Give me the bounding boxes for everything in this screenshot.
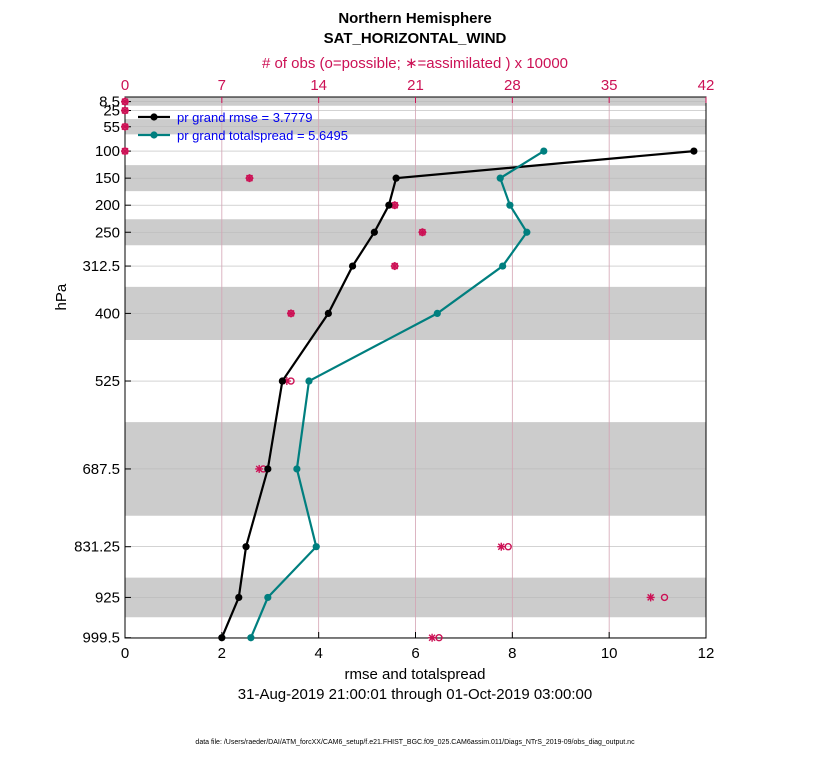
y-tick-label: 200: [95, 197, 120, 214]
y-tick-label: 831.25: [74, 539, 120, 556]
top-tick-label: 35: [601, 77, 618, 94]
y-tick-label: 525: [95, 373, 120, 390]
rmse-point: [218, 634, 226, 642]
y-tick-label: 25: [103, 103, 120, 120]
top-tick-label: 0: [121, 77, 129, 94]
top-tick-label: 14: [310, 77, 327, 94]
obs-assimilated-marker: [646, 593, 655, 602]
legend-swatch-marker: [150, 131, 158, 139]
totalspread-point: [293, 465, 301, 473]
obs-assimilated-marker: [255, 464, 264, 473]
y-tick-label: 400: [95, 305, 120, 322]
y-tick-label: 150: [95, 170, 120, 187]
y-tick-label: 100: [95, 143, 120, 160]
obs-assimilated-marker: [245, 174, 254, 183]
obs-assimilated-marker: [428, 633, 437, 642]
y-tick-label: 312.5: [82, 258, 120, 275]
totalspread-point: [499, 262, 507, 270]
rmse-point: [385, 201, 393, 209]
rmse-point: [392, 174, 400, 182]
obs-assimilated-marker: [121, 147, 129, 156]
legend-swatch-marker: [150, 113, 158, 121]
y-tick-label: 8.5: [99, 94, 120, 111]
y-tick-label: 250: [95, 224, 120, 241]
y-tick-label: 687.5: [82, 461, 120, 478]
rmse-point: [242, 543, 250, 551]
x-tick-label: 0: [121, 645, 129, 662]
y-tick-label: 925: [95, 589, 120, 606]
totalspread-point: [433, 309, 441, 317]
x-tick-label: 8: [508, 645, 516, 662]
data-file-footer: data file: /Users/raeder/DAI/ATM_forcXX/…: [195, 739, 635, 746]
rmse-point: [324, 309, 332, 317]
time-range: 31-Aug-2019 21:00:01 through 01-Oct-2019…: [237, 686, 593, 703]
legend-entry-totalspread: pr grand totalspread = 5.6495: [177, 128, 348, 143]
top-tick-label: 28: [504, 77, 521, 94]
rmse-point: [264, 465, 272, 473]
x-tick-label: 10: [601, 645, 618, 662]
obs-assimilated-marker: [121, 106, 129, 115]
obs-assimilated-marker: [390, 262, 399, 271]
rmse-point: [690, 147, 698, 155]
totalspread-point: [506, 201, 514, 209]
chart-title: Northern Hemisphere: [338, 10, 492, 27]
x-axis-label: rmse and totalspread: [344, 666, 486, 683]
legend-entry-rmse: pr grand rmse = 3.7779: [177, 110, 313, 125]
totalspread-point: [264, 593, 272, 602]
x-tick-label: 4: [314, 645, 322, 662]
top-axis-label: # of obs (o=possible; ∗=assimilated ) x …: [261, 55, 569, 72]
totalspread-point: [540, 147, 548, 155]
obs-assimilated-marker: [418, 228, 427, 237]
top-tick-label: 42: [698, 77, 715, 94]
totalspread-point: [305, 377, 313, 385]
y-tick-label: 999.5: [82, 630, 120, 647]
rmse-point: [278, 377, 286, 385]
totalspread-point: [247, 634, 255, 642]
top-tick-label: 21: [407, 77, 424, 94]
x-tick-label: 6: [411, 645, 419, 662]
obs-possible-marker: [660, 593, 669, 602]
totalspread-point: [496, 174, 504, 182]
top-tick-label: 7: [218, 77, 226, 94]
obs-assimilated-marker: [121, 122, 129, 131]
rmse-point: [235, 593, 243, 602]
obs-assimilated-marker: [497, 542, 506, 551]
x-tick-label: 12: [698, 645, 715, 662]
y-axis-label: hPa: [53, 283, 70, 310]
y-tick-label: 55: [103, 119, 120, 136]
rmse-point: [348, 262, 357, 270]
totalspread-point: [523, 228, 531, 236]
totalspread-point: [312, 543, 320, 551]
obs-assimilated-marker: [287, 309, 295, 318]
rmse-point: [370, 228, 378, 236]
x-tick-label: 2: [218, 645, 226, 662]
obs-assimilated-marker: [121, 97, 129, 106]
chart-subtitle: SAT_HORIZONTAL_WIND: [323, 30, 507, 47]
